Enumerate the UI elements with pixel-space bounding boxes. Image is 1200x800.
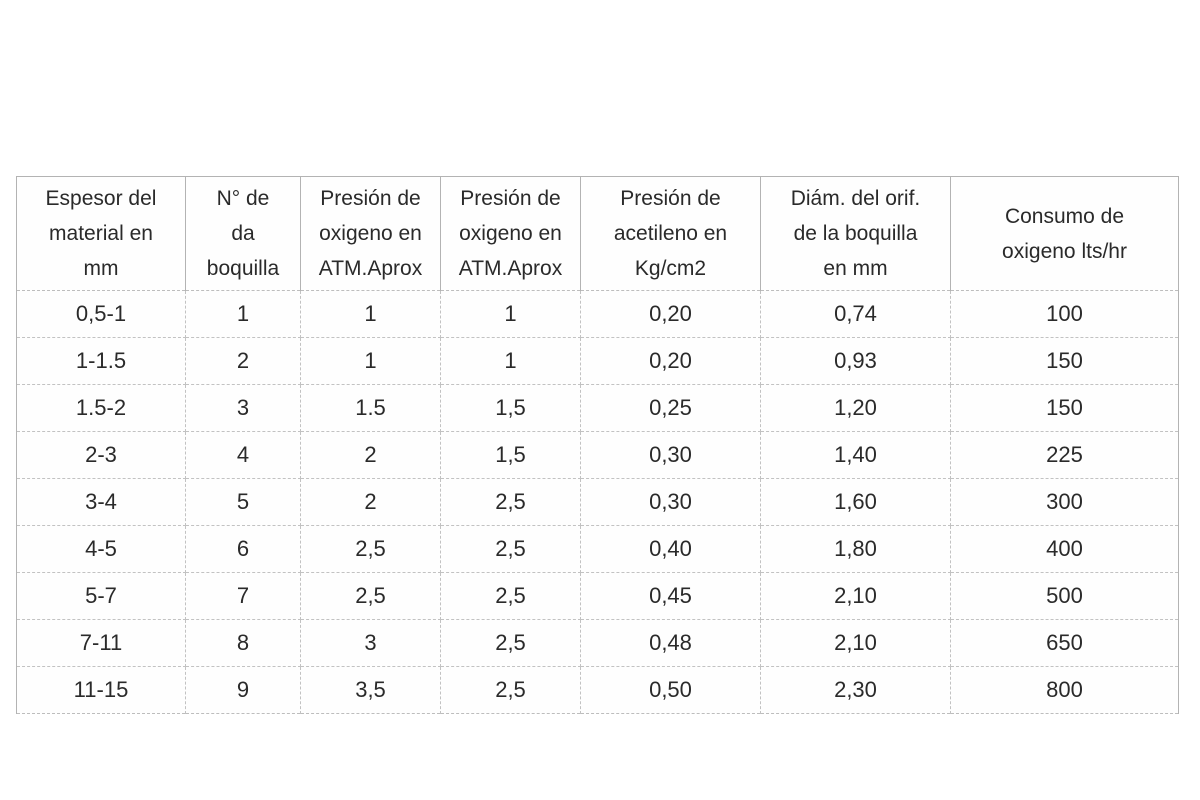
table-cell: 0,25 — [580, 384, 761, 432]
table-cell: 650 — [950, 619, 1179, 667]
table-cell: 800 — [1046, 677, 1083, 702]
table-cell: 150 — [950, 337, 1179, 385]
table-cell: 1.5-2 — [16, 384, 186, 432]
table-cell: 11-15 — [16, 666, 186, 714]
column-header-material-thickness: Espesor del material en mm — [16, 176, 186, 291]
table-row: 0,5-1 1 1 1 0,20 0,74 100 — [16, 290, 1179, 338]
table-cell: 4 — [185, 431, 301, 479]
table-cell: 2,5 — [300, 572, 441, 620]
column-header-nozzle-number: N° de da boquilla — [185, 176, 301, 291]
table-cell: 7 — [185, 572, 301, 620]
table-cell: 100 — [950, 290, 1179, 338]
table-cell: 2,30 — [760, 666, 951, 714]
table-cell: 1,5 — [440, 431, 581, 479]
table-cell: 1.5 — [300, 384, 441, 432]
table-cell: 0,30 — [580, 431, 761, 479]
table-cell: 0,30 — [580, 478, 761, 526]
table-cell: 0,45 — [580, 572, 761, 620]
table-cell: 0,48 — [580, 619, 761, 667]
table-cell: 500 — [950, 572, 1179, 620]
table-cell: 2 — [185, 337, 301, 385]
table-cell: 300 — [950, 478, 1179, 526]
table-cell: 2 — [300, 478, 441, 526]
table-cell: 2,5 — [300, 525, 441, 573]
table-cell: 4-5 — [16, 525, 186, 573]
table-cell: 1-1.5 — [16, 337, 186, 385]
table-row: 7-11 8 3 2,5 0,48 2,10 650 — [16, 619, 1179, 667]
table-cell: 3 — [185, 384, 301, 432]
table-row: 1.5-2 3 1.5 1,5 0,25 1,20 150 — [16, 384, 1179, 432]
table-cell: 6 — [185, 525, 301, 573]
table-row: 11-15 9 3,5 2,5 0,50 2,30 800 — [16, 666, 1179, 714]
table-cell: 3,5 — [300, 666, 441, 714]
spec-table-container: Espesor del material en mm N° de da boqu… — [16, 176, 1179, 714]
table-cell: 0,93 — [760, 337, 951, 385]
table-cell: 1 — [300, 290, 441, 338]
table-cell: 1 — [300, 337, 441, 385]
table-cell: 400 — [950, 525, 1179, 573]
table-row: 1-1.5 2 1 1 0,20 0,93 150 — [16, 337, 1179, 385]
header-row: Espesor del material en mm N° de da boqu… — [16, 176, 1179, 291]
table-cell: 0,40 — [580, 525, 761, 573]
table-cell: 1 — [440, 337, 581, 385]
column-header-acetylene-pressure: Presión de acetileno en Kg/cm2 — [580, 176, 761, 291]
table-cell: 2,5 — [440, 572, 581, 620]
table-cell: 150 — [950, 384, 1179, 432]
table-cell: 2 — [300, 431, 441, 479]
table-cell: 1,40 — [760, 431, 951, 479]
column-header-oxygen-pressure-1: Presión de oxigeno en ATM.Aprox — [300, 176, 441, 291]
table-cell: 1,20 — [760, 384, 951, 432]
table-cell: 2,5 — [440, 666, 581, 714]
table-cell: 2,5 — [440, 478, 581, 526]
table-row: 5-7 7 2,5 2,5 0,45 2,10 500 — [16, 572, 1179, 620]
table-cell: 2,5 — [440, 525, 581, 573]
column-header-oxygen-pressure-2: Presión de oxigeno en ATM.Aprox — [440, 176, 581, 291]
table-cell: 2-3 — [16, 431, 186, 479]
table-cell: 2,10 — [760, 619, 951, 667]
table-cell: 2,10 — [760, 572, 951, 620]
nozzle-spec-table: Espesor del material en mm N° de da boqu… — [16, 176, 1179, 714]
table-cell: 0,20 — [580, 337, 761, 385]
column-header-oxygen-consumption: Consumo de oxigeno lts/hr — [950, 176, 1179, 291]
table-cell: 5-7 — [16, 572, 186, 620]
table-cell: 1,5 — [440, 384, 581, 432]
table-cell: 0,74 — [760, 290, 951, 338]
table-cell: 0,50 — [580, 666, 761, 714]
table-cell: 7-11 — [16, 619, 186, 667]
table-cell: 225 — [950, 431, 1179, 479]
table-cell: 5 — [185, 478, 301, 526]
table-cell: 2,5 — [440, 619, 581, 667]
table-header: Espesor del material en mm N° de da boqu… — [16, 176, 1179, 291]
table-cell: 1 — [440, 290, 581, 338]
table-row: 2-3 4 2 1,5 0,30 1,40 225 — [16, 431, 1179, 479]
table-row: 3-4 5 2 2,5 0,30 1,60 300 — [16, 478, 1179, 526]
table-cell: 9 — [185, 666, 301, 714]
table-cell: 3 — [300, 619, 441, 667]
table-cell: 0,20 — [580, 290, 761, 338]
table-cell: 8 — [185, 619, 301, 667]
column-header-orifice-diameter: Diám. del orif. de la boquilla en mm — [760, 176, 951, 291]
table-cell: 1,60 — [760, 478, 951, 526]
table-row: 4-5 6 2,5 2,5 0,40 1,80 400 — [16, 525, 1179, 573]
table-body: 0,5-1 1 1 1 0,20 0,74 100 1-1.5 2 1 1 0,20 0,93 150 1.… — [16, 290, 1179, 714]
table-cell: 1 — [185, 290, 301, 338]
table-cell: 0,5-1 — [16, 290, 186, 338]
table-cell: 3-4 — [16, 478, 186, 526]
table-cell: 1,80 — [760, 525, 951, 573]
